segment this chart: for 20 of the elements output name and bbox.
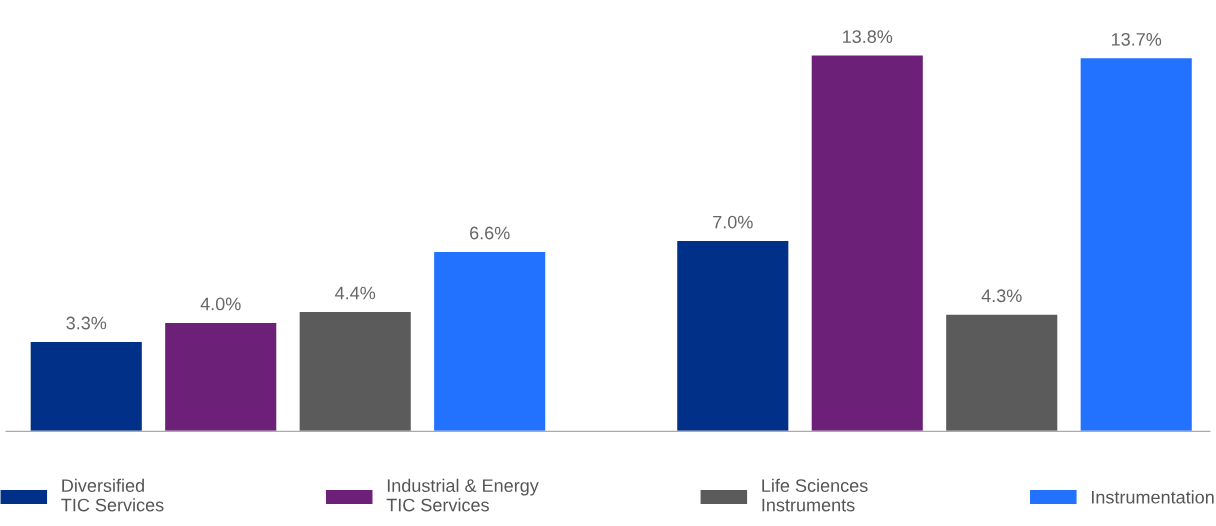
- data-label: 4.3%: [981, 289, 1022, 303]
- data-label: 4.4%: [335, 286, 376, 300]
- data-label: 13.7%: [1112, 32, 1162, 46]
- legend-label: Life Sciences Instruments: [762, 478, 868, 512]
- data-label: 7.0%: [713, 215, 753, 229]
- bar: [432, 250, 547, 432]
- bar: [29, 340, 144, 432]
- data-label: 4.0%: [200, 297, 241, 311]
- legend-label: Instrumentation: [1091, 490, 1214, 504]
- data-label: 13.8%: [843, 30, 893, 44]
- bar: [163, 321, 278, 432]
- bar: [1079, 56, 1194, 432]
- data-label: 6.6%: [470, 226, 510, 240]
- bar: [675, 239, 790, 432]
- legend-label: Industrial & Energy TIC Services: [386, 478, 539, 512]
- bar: [810, 54, 925, 432]
- data-label: 3.3%: [66, 316, 107, 330]
- legend-label: Diversified TIC Services: [61, 478, 164, 512]
- bar: [298, 310, 413, 432]
- bar: [944, 313, 1059, 432]
